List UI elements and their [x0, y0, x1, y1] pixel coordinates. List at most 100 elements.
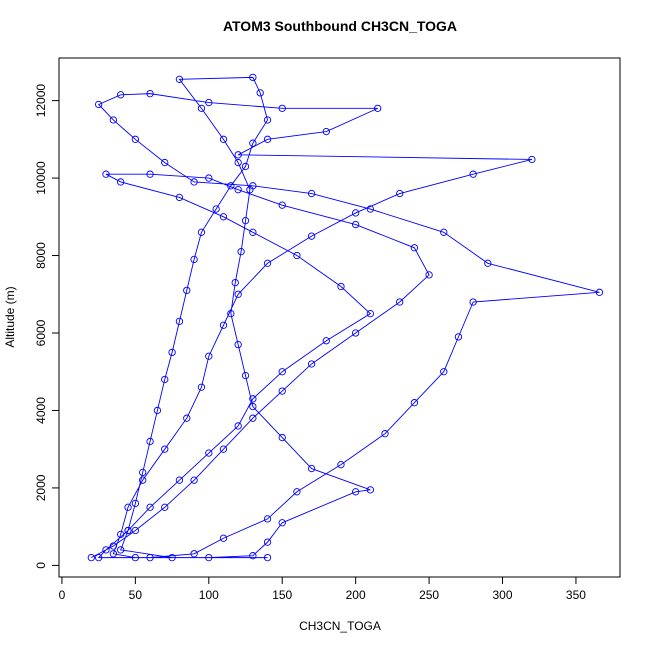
- data-point: [241, 371, 250, 380]
- data-point: [190, 476, 198, 484]
- data-point: [131, 135, 140, 143]
- data-point: [256, 89, 264, 97]
- data-point: [278, 433, 286, 442]
- data-point: [146, 89, 154, 98]
- data-point: [219, 135, 228, 143]
- data-line: [91, 76, 600, 559]
- data-point: [183, 286, 191, 295]
- data-point: [153, 406, 162, 415]
- y-tick-label: 2000: [34, 474, 48, 501]
- data-point: [205, 98, 213, 107]
- data-point: [219, 213, 228, 221]
- data-point: [249, 395, 257, 403]
- data-point: [234, 151, 242, 159]
- data-point: [322, 127, 330, 136]
- data-point: [263, 515, 272, 523]
- data-point: [469, 170, 477, 178]
- data-point: [249, 402, 257, 411]
- data-point: [131, 499, 140, 508]
- data-point: [95, 553, 103, 562]
- data-point: [366, 205, 374, 213]
- data-point: [109, 116, 117, 124]
- data-point: [168, 348, 176, 357]
- data-point: [337, 461, 345, 469]
- data-point: [117, 91, 125, 99]
- data-point: [352, 488, 360, 496]
- data-point: [161, 158, 169, 167]
- data-point: [410, 244, 419, 252]
- data-point: [263, 259, 272, 267]
- y-tick-label: 10000: [34, 161, 48, 195]
- y-tick-label: 8000: [34, 242, 48, 269]
- data-point: [352, 329, 360, 337]
- data-point: [396, 189, 404, 198]
- x-tick-label: 300: [492, 588, 512, 602]
- x-axis-label: CH3CN_TOGA: [299, 619, 381, 633]
- data-point: [219, 445, 228, 453]
- data-point: [190, 255, 198, 264]
- data-point: [87, 553, 95, 562]
- data-point: [484, 259, 492, 267]
- data-point: [161, 375, 169, 384]
- data-point: [241, 217, 250, 225]
- data-point: [278, 387, 286, 395]
- plot-box: [58, 57, 621, 578]
- data-point: [234, 290, 242, 298]
- data-point: [175, 193, 184, 202]
- data-point: [175, 476, 184, 484]
- data-point: [183, 414, 191, 422]
- data-point: [337, 282, 345, 291]
- data-point: [352, 220, 360, 229]
- data-point: [249, 552, 257, 560]
- data-point: [595, 288, 604, 296]
- data-point: [246, 186, 254, 194]
- data-point: [219, 534, 228, 542]
- data-point: [197, 104, 206, 113]
- data-point: [205, 352, 213, 360]
- data-point: [293, 488, 301, 496]
- y-tick-label: 4000: [34, 397, 48, 424]
- data-point: [117, 546, 125, 554]
- data-point: [366, 309, 374, 318]
- data-point: [139, 476, 147, 484]
- y-tick-label: 12000: [34, 84, 48, 118]
- data-point: [190, 550, 198, 558]
- chart-title: ATOM3 Southbound CH3CN_TOGA: [223, 18, 457, 34]
- data-point: [227, 182, 235, 190]
- x-tick-label: 200: [346, 588, 366, 602]
- data-point: [175, 317, 184, 326]
- data-point: [278, 368, 286, 376]
- x-tick-label: 50: [129, 588, 143, 602]
- data-point: [307, 189, 316, 198]
- data-point: [190, 178, 198, 186]
- data-point: [161, 503, 169, 511]
- data-point: [124, 526, 132, 535]
- data-point: [241, 162, 250, 171]
- data-point: [102, 170, 110, 178]
- data-point: [381, 430, 389, 438]
- data-point: [168, 553, 176, 562]
- data-point: [293, 251, 301, 260]
- x-tick-label: 250: [419, 588, 439, 602]
- data-point: [249, 139, 257, 147]
- data-point: [109, 550, 117, 558]
- data-point: [307, 232, 316, 240]
- data-point: [109, 542, 117, 550]
- y-tick-label: 0: [34, 562, 48, 569]
- data-point: [278, 201, 286, 209]
- data-point: [454, 333, 463, 341]
- data-point: [374, 104, 382, 113]
- data-point: [528, 155, 536, 164]
- y-axis-label: Altitude (m): [3, 286, 17, 347]
- data-point: [146, 503, 154, 511]
- data-point: [234, 186, 242, 194]
- data-point: [205, 553, 213, 562]
- data-point: [237, 248, 245, 256]
- data-point: [175, 75, 184, 83]
- data-point: [146, 553, 154, 562]
- data-point: [263, 538, 272, 546]
- x-tick-label: 150: [272, 588, 292, 602]
- x-tick-label: 350: [566, 588, 586, 602]
- data-point: [366, 486, 374, 494]
